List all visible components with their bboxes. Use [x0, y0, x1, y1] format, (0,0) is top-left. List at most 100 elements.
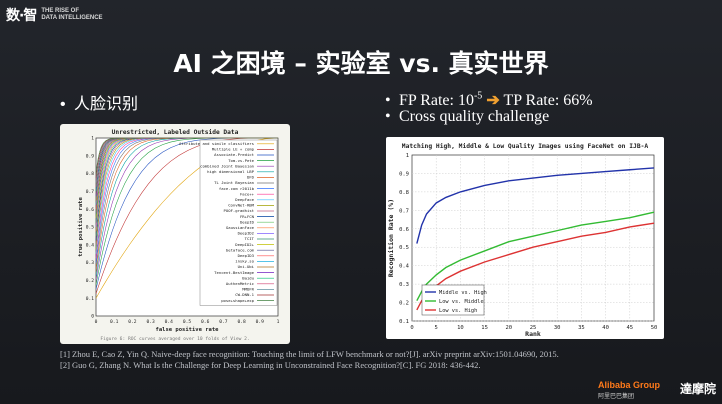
roc-legend-label: betaface.com: [226, 247, 255, 252]
tp-rate-text: TP Rate: 66%: [503, 92, 593, 109]
roc-y-tick: 0.7: [86, 189, 95, 195]
roc-legend-box: [199, 139, 278, 306]
roc-x-tick: 0.7: [219, 319, 228, 325]
y-tick-label: 0.3: [399, 282, 409, 288]
recognition-chart: Matching High, Middle & Low Quality Imag…: [387, 142, 657, 338]
roc-x-tick: 0.5: [183, 319, 192, 325]
challenge-text: Cross quality challenge: [399, 108, 550, 125]
x-tick-label: 15: [481, 325, 488, 331]
roc-legend-label: MMDFR: [242, 287, 254, 292]
right-bullet-rates: • FP Rate: 10-5 ➔ TP Rate: 66%: [385, 90, 593, 110]
chart-ticks: 0.10.20.30.40.50.60.70.80.910 5 10 15 20 25 30…: [399, 153, 657, 331]
roc-x-tick: 0.9: [256, 319, 265, 325]
roc-y-tick: 0.2: [86, 278, 95, 284]
roc-y-tick: 0.4: [86, 242, 95, 248]
chart-xlabel: Rank: [525, 330, 541, 338]
y-tick-label: 0.1: [399, 319, 409, 325]
brand-mark: 数·智: [6, 8, 37, 24]
roc-legend-label: TCIT: [245, 236, 255, 241]
roc-legend-label: Associate-Predict: [214, 152, 254, 157]
roc-figure: Unrestricted, Labeled Outside Data 0 0.1 0…: [60, 124, 290, 344]
bullet-dot: •: [385, 92, 391, 109]
bullet-dot: •: [385, 108, 391, 125]
roc-x-tick: 0.8: [237, 319, 246, 325]
alibaba-subtext: 阿里巴巴集团: [598, 394, 635, 400]
roc-x-tick: 0.3: [146, 319, 155, 325]
roc-y-tick: 0: [91, 314, 94, 320]
roc-y-tick: 0.9: [86, 153, 95, 159]
roc-legend-label: TL Joint Bayesian: [214, 180, 254, 185]
brand-logo: 数·智 THE RISE OF DATA INTELLIGENCE: [6, 5, 103, 25]
roc-legend-label: face.com r2011b: [219, 186, 255, 191]
chart-grid: [412, 155, 654, 322]
chart-ylabel: Recognition Rate (%): [387, 199, 395, 277]
x-tick-label: 50: [651, 325, 658, 331]
roc-legend-label: Attribute and simile classifiers: [179, 141, 254, 146]
y-tick-label: 0.9: [399, 171, 409, 177]
legend-label: Low vs. Middle: [439, 299, 484, 305]
references: [1] Zhou E, Cao Z, Yin Q. Naive-deep fac…: [60, 349, 559, 371]
right-bullet-challenge: • Cross quality challenge: [385, 108, 549, 126]
legend-label: Low vs. High: [439, 308, 477, 314]
roc-legend-label: pose+shape+exp: [221, 298, 254, 303]
x-tick-label: 20: [505, 325, 512, 331]
roc-legend-label: CW-DNN-1: [235, 292, 254, 297]
roc-legend-label: Tencent-BestImage: [214, 270, 254, 275]
chart-legend: Middle vs. High Low vs. Middle Low vs. Hig…: [421, 284, 487, 316]
roc-legend-label: high dimensional LBP: [207, 169, 255, 174]
y-tick-label: 0.4: [399, 264, 410, 270]
roc-legend-label: FR+FCN: [240, 214, 255, 219]
chart-title: Matching High, Middle & Low Quality Imag…: [402, 142, 649, 150]
x-tick-label: 40: [602, 325, 609, 331]
roc-legend-label: POOF-gradhist: [224, 208, 254, 213]
roc-title: Unrestricted, Labeled Outside Data: [112, 128, 239, 136]
y-tick-label: 0.8: [399, 190, 409, 196]
slide-title: AI 之困境 – 实验室 vs. 真实世界: [173, 49, 549, 78]
y-tick-label: 0.2: [399, 301, 409, 307]
roc-ylabel: true positive rate: [78, 197, 84, 257]
roc-chart: Unrestricted, Labeled Outside Data 0 0.1 0…: [78, 128, 280, 342]
roc-y-tick: 1: [91, 136, 94, 142]
brand-line-2: DATA INTELLIGENCE: [41, 15, 103, 21]
roc-legend: Attribute and simile classifiersMultiple…: [179, 139, 278, 306]
roc-legend-label: combined Joint Bayesian: [200, 163, 254, 168]
roc-x-tick: 0.2: [128, 319, 137, 325]
y-tick-label: 0.6: [399, 227, 409, 233]
roc-xlabel: false positive rate: [156, 327, 220, 333]
y-tick-label: 0.7: [399, 208, 409, 214]
x-tick-label: 25: [530, 325, 537, 331]
x-tick-label: 0: [410, 325, 413, 331]
reference-1: [1] Zhou E, Cao Z, Yin Q. Naive-deep fac…: [60, 349, 559, 359]
roc-legend-label: ConvNet-RBM: [228, 203, 254, 208]
roc-y-tick: 0.3: [86, 260, 95, 266]
y-tick-label: 1: [406, 153, 409, 159]
fp-rate-text: FP Rate: 10: [399, 92, 474, 109]
roc-legend-label: Multiple LE + comp: [212, 147, 255, 152]
roc-legend-label: DeepFace: [235, 197, 254, 202]
roc-ticks: 0 0.1 0.2 0.3 0.4 0.5 0.6 0.7 0.8 0.9 1 0 0.1 0.2 0.3 0…: [86, 136, 280, 325]
roc-legend-label: Uni-Ubi: [238, 264, 255, 269]
roc-legend-label: DeepID: [240, 219, 255, 224]
left-bullet: • 人脸识别: [60, 90, 138, 114]
brand-line-1: THE RISE OF: [41, 8, 79, 14]
left-bullet-text: 人脸识别: [74, 96, 139, 113]
series-line: [416, 167, 655, 244]
x-tick-label: 35: [578, 325, 585, 331]
damo-logo: 達摩院: [680, 382, 717, 396]
alibaba-logo: Alibaba Group 阿里巴巴集团: [598, 380, 660, 400]
roc-legend-label: GaussianFace: [226, 225, 255, 230]
x-tick-label: 30: [554, 325, 561, 331]
alibaba-text: Alibaba Group: [598, 380, 661, 390]
bullet-dot: •: [60, 96, 66, 113]
recognition-figure: Matching High, Middle & Low Quality Imag…: [386, 137, 664, 339]
series-line: [416, 211, 655, 302]
roc-legend-label: DeepID3: [238, 253, 255, 258]
roc-y-tick: 0.8: [86, 171, 95, 177]
roc-x-tick: 0.1: [110, 319, 119, 325]
roc-caption: Figure 6: ROC curves averaged over 10 fo…: [100, 336, 249, 342]
roc-x-tick: 1: [277, 319, 280, 325]
roc-legend-label: AuthenMetric: [226, 281, 255, 286]
roc-y-tick: 0.6: [86, 207, 95, 213]
roc-legend-label: DFD: [247, 175, 255, 180]
